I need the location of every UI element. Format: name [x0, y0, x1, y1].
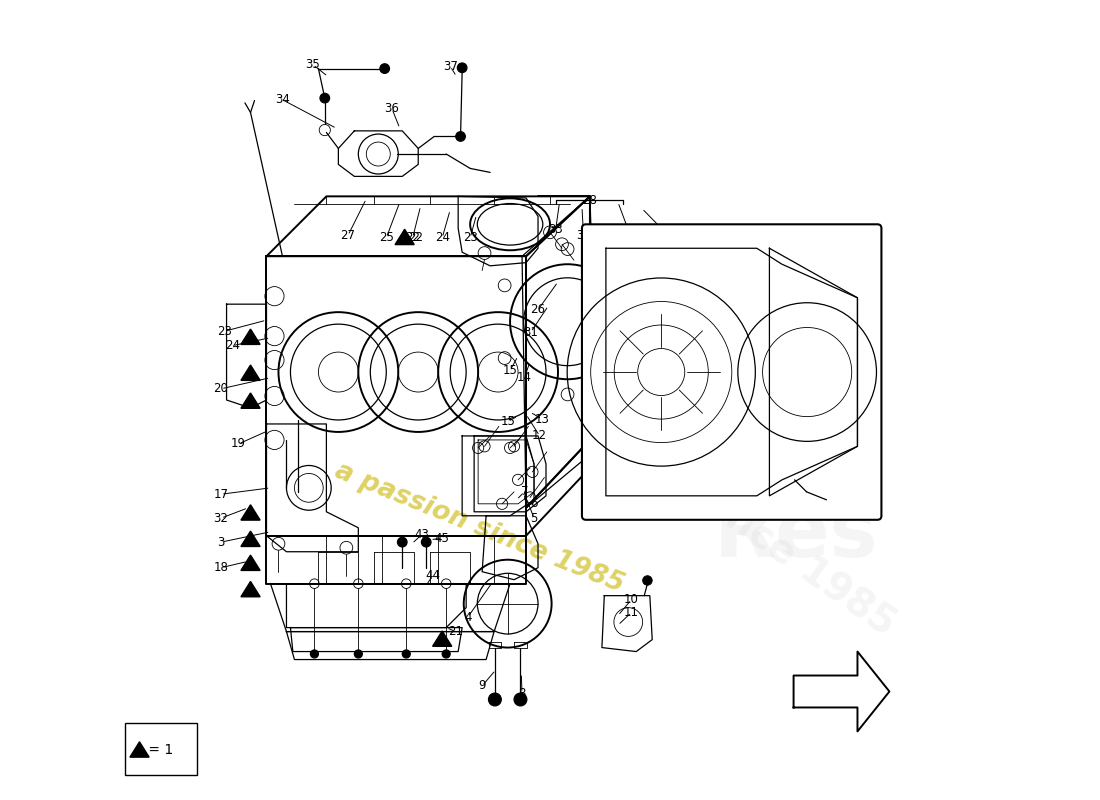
Text: 10: 10 [624, 593, 639, 606]
Polygon shape [432, 631, 452, 646]
Text: 19: 19 [231, 438, 246, 450]
Text: 9: 9 [478, 679, 486, 693]
Text: 38: 38 [794, 367, 808, 380]
Text: 8: 8 [518, 686, 526, 699]
Text: 23: 23 [463, 231, 477, 244]
Circle shape [310, 650, 318, 658]
Text: 16: 16 [794, 415, 810, 428]
Text: 36: 36 [384, 102, 399, 115]
Circle shape [403, 650, 410, 658]
Text: 14: 14 [517, 371, 532, 384]
Text: 22: 22 [405, 231, 420, 244]
Polygon shape [130, 742, 150, 757]
FancyBboxPatch shape [582, 224, 881, 520]
Text: Eu
ro
pa
Res: Eu ro pa Res [714, 226, 878, 574]
Polygon shape [241, 531, 260, 546]
Text: 25: 25 [378, 231, 394, 244]
Text: 24: 24 [434, 231, 450, 244]
Text: 28: 28 [583, 194, 597, 207]
Text: 12: 12 [532, 430, 547, 442]
Text: 6: 6 [530, 498, 538, 510]
Polygon shape [395, 230, 415, 245]
Circle shape [397, 538, 407, 547]
Text: 20: 20 [213, 382, 229, 395]
Text: 42: 42 [620, 223, 636, 236]
Circle shape [514, 693, 527, 706]
Text: 15: 15 [503, 364, 517, 377]
Polygon shape [241, 393, 260, 408]
Text: 29: 29 [667, 235, 682, 248]
Text: = 1: = 1 [143, 743, 173, 758]
Circle shape [442, 650, 450, 658]
Text: 45: 45 [434, 532, 450, 545]
Circle shape [379, 64, 389, 74]
Polygon shape [793, 651, 890, 731]
Polygon shape [241, 555, 260, 570]
Text: 35: 35 [306, 58, 320, 71]
Text: 21: 21 [449, 625, 463, 638]
Text: 26: 26 [530, 303, 546, 316]
Text: 3: 3 [218, 536, 224, 549]
Text: 18: 18 [213, 562, 229, 574]
Text: 23: 23 [217, 325, 232, 338]
Text: 15: 15 [500, 415, 515, 428]
Text: 17: 17 [213, 488, 229, 501]
Polygon shape [241, 505, 260, 520]
Polygon shape [241, 582, 260, 597]
Text: 44: 44 [425, 569, 440, 582]
Text: 5: 5 [530, 512, 538, 525]
Circle shape [421, 538, 431, 547]
Text: a passion since 1985: a passion since 1985 [331, 458, 628, 598]
Text: 22: 22 [408, 231, 424, 244]
Text: 33: 33 [548, 223, 563, 236]
Text: 27: 27 [341, 229, 355, 242]
Polygon shape [241, 329, 260, 345]
Circle shape [354, 650, 362, 658]
Text: 4: 4 [464, 610, 472, 624]
Text: 37: 37 [442, 60, 458, 73]
Circle shape [642, 576, 652, 586]
Circle shape [488, 693, 502, 706]
Text: 39: 39 [576, 229, 591, 242]
Circle shape [458, 63, 466, 73]
Text: since 1985: since 1985 [689, 477, 903, 642]
Polygon shape [241, 365, 260, 380]
Text: 32: 32 [213, 512, 229, 525]
Text: 24: 24 [224, 339, 240, 352]
Text: 31: 31 [524, 326, 538, 338]
Text: 40: 40 [794, 430, 808, 442]
Text: 7: 7 [520, 486, 528, 498]
Text: 43: 43 [415, 528, 430, 541]
Circle shape [320, 94, 330, 103]
Text: 11: 11 [624, 606, 639, 619]
Text: 34: 34 [275, 94, 290, 106]
Text: 13: 13 [535, 413, 550, 426]
Circle shape [455, 132, 465, 142]
